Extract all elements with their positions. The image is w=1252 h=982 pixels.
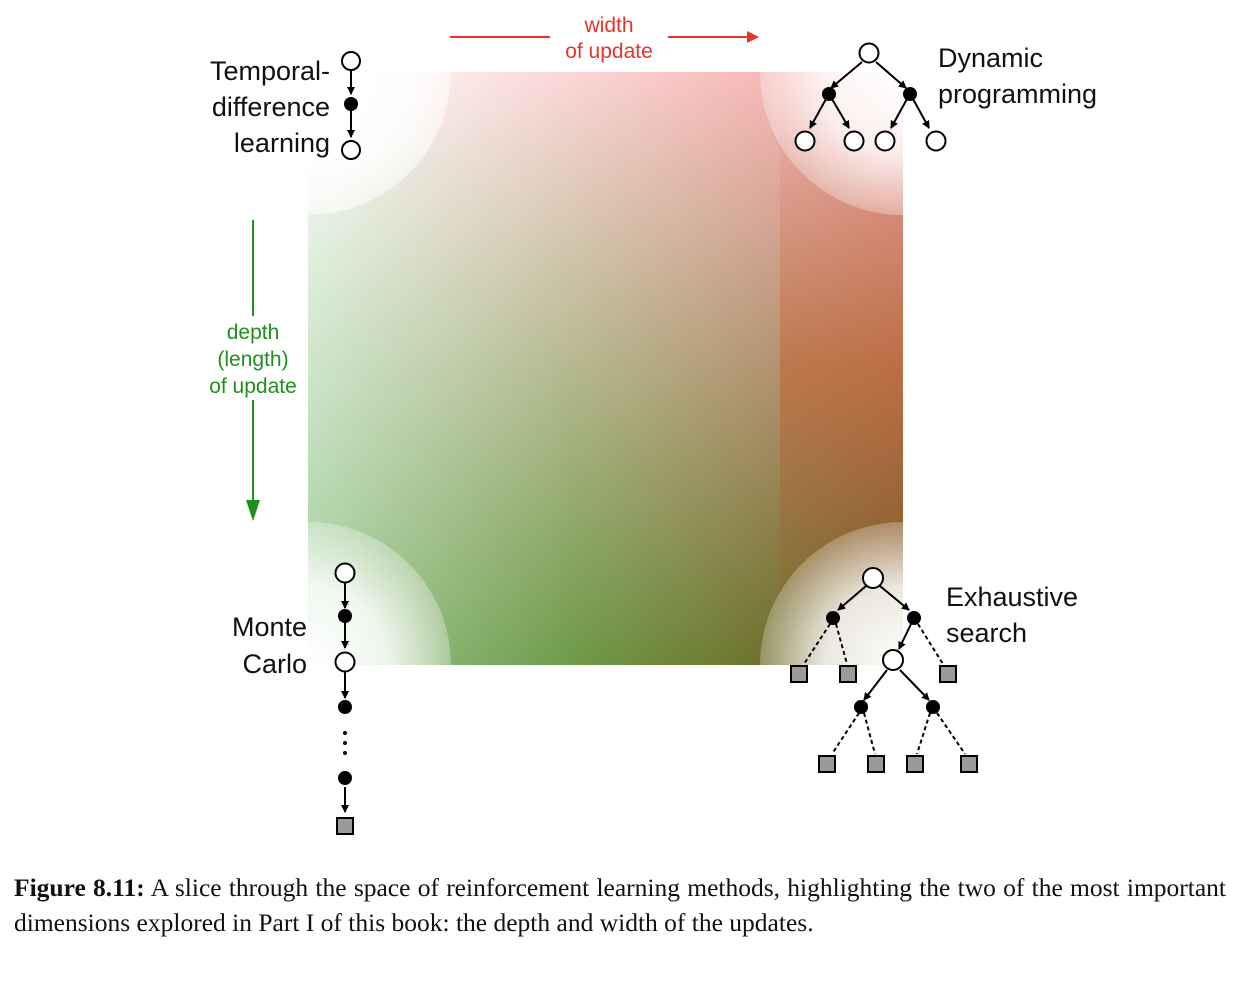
state-node-icon	[334, 562, 356, 584]
action-node-icon	[344, 97, 358, 111]
state-node-icon	[874, 130, 896, 152]
figure-caption: Figure 8.11: A slice through the space o…	[14, 870, 1226, 940]
td-label-line3: learning	[234, 128, 330, 158]
action-node-icon	[338, 609, 352, 623]
es-edge	[899, 669, 930, 701]
dp-edge	[875, 61, 907, 89]
depth-axis-label-line3: of update	[209, 375, 297, 398]
es-dashed-edge	[917, 623, 944, 665]
state-node-icon	[341, 51, 361, 71]
es-label: Exhaustive search	[946, 582, 1078, 648]
mc-label: Monte Carlo	[232, 612, 307, 679]
action-node-icon	[854, 700, 868, 714]
td-label-line2: difference	[212, 92, 330, 122]
action-node-icon	[338, 771, 352, 785]
width-axis-label-line1: width	[583, 14, 633, 37]
ellipsis-dot-icon	[343, 731, 347, 735]
terminal-node-icon	[818, 755, 836, 773]
depth-axis: depth (length) of update	[209, 220, 297, 521]
action-node-icon	[907, 611, 921, 625]
es-label-line2: search	[946, 618, 1027, 648]
es-edge	[898, 623, 912, 650]
gradient-square	[308, 72, 903, 665]
dp-backup-diagram	[794, 42, 947, 152]
es-dashed-edge	[831, 712, 860, 755]
mc-label-line2: Carlo	[242, 649, 307, 679]
terminal-node-icon	[939, 665, 957, 683]
action-node-icon	[926, 700, 940, 714]
es-dashed-edge	[803, 623, 831, 665]
figure-caption-text: A slice through the space of reinforceme…	[14, 873, 1227, 937]
dp-edge	[831, 98, 850, 129]
figure-caption-label: Figure 8.11:	[14, 873, 145, 902]
state-node-icon	[334, 651, 356, 673]
depth-axis-label-line2: (length)	[217, 348, 288, 371]
state-node-icon	[794, 130, 816, 152]
mc-label-line1: Monte	[232, 612, 307, 642]
terminal-node-icon	[906, 755, 924, 773]
action-node-icon	[822, 87, 836, 101]
state-node-icon	[858, 42, 880, 64]
rl-methods-diagram: width of update depth (length) of update…	[209, 14, 1097, 835]
state-node-icon	[882, 649, 904, 671]
td-label-line1: Temporal-	[210, 56, 330, 86]
ellipsis-dot-icon	[343, 751, 347, 755]
dp-label-line2: programming	[938, 79, 1097, 109]
terminal-node-icon	[960, 755, 978, 773]
terminal-node-icon	[839, 665, 857, 683]
dp-label: Dynamic programming	[938, 43, 1097, 109]
depth-axis-label-line1: depth	[227, 321, 280, 344]
state-node-icon	[862, 567, 884, 589]
dp-edge	[830, 61, 863, 89]
es-dashed-edge	[916, 712, 931, 755]
es-label-line1: Exhaustive	[946, 582, 1078, 612]
dp-edge	[890, 98, 908, 129]
ellipsis-dot-icon	[343, 741, 347, 745]
td-label: Temporal- difference learning	[210, 56, 330, 158]
es-dashed-edge	[936, 712, 966, 755]
mc-backup-diagram	[334, 562, 356, 835]
dp-edge	[912, 98, 930, 129]
state-node-icon	[843, 130, 865, 152]
action-node-icon	[338, 700, 352, 714]
terminal-node-icon	[790, 665, 808, 683]
es-edge	[863, 669, 888, 701]
state-node-icon	[925, 130, 947, 152]
terminal-node-icon	[867, 755, 885, 773]
width-axis-label-line2: of update	[565, 40, 653, 63]
terminal-node-icon	[336, 817, 354, 835]
td-backup-diagram	[341, 51, 361, 160]
action-node-icon	[903, 87, 917, 101]
dp-label-line1: Dynamic	[938, 43, 1043, 73]
es-dashed-edge	[863, 712, 876, 755]
depth-arrow-head	[246, 500, 260, 521]
state-node-icon	[341, 140, 361, 160]
dp-edge	[809, 98, 827, 129]
action-node-icon	[826, 611, 840, 625]
width-axis: width of update	[450, 14, 759, 63]
es-edge	[837, 585, 867, 611]
es-edge	[879, 585, 910, 611]
es-backup-diagram	[790, 567, 978, 773]
